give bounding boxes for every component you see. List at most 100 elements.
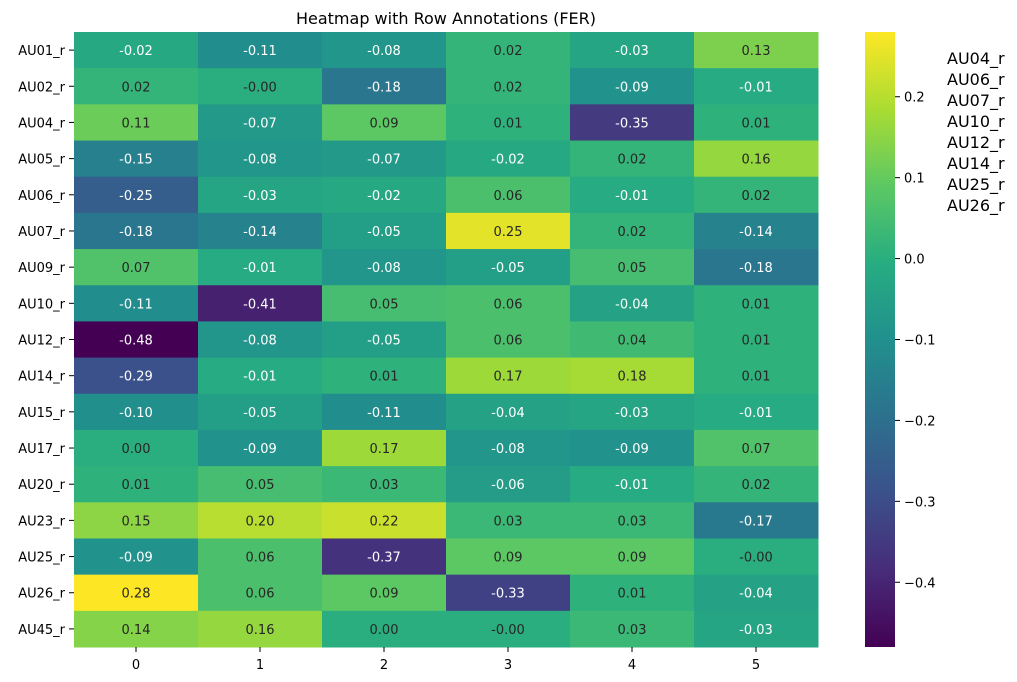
cell-value-label: -0.00 xyxy=(739,551,773,566)
cell-value-label: 0.02 xyxy=(618,225,647,240)
heatmap-cell xyxy=(74,285,199,322)
heatmap-cell xyxy=(446,393,571,431)
heatmap-cell xyxy=(74,249,199,286)
heatmap-cell xyxy=(322,68,447,105)
cell-value-label: 0.28 xyxy=(122,587,151,602)
heatmap-cell xyxy=(74,140,199,178)
x-tick-label: 4 xyxy=(628,658,636,673)
cell-value-label: -0.18 xyxy=(367,80,401,95)
cell-value-label: 0.05 xyxy=(370,297,399,312)
heatmap-cell xyxy=(198,429,323,467)
cell-value-label: -0.03 xyxy=(243,189,277,204)
heatmap-cell xyxy=(198,249,323,286)
y-tick-label: AU20_r xyxy=(18,478,65,493)
cell-value-label: -0.09 xyxy=(615,442,649,457)
cell-value-label: -0.01 xyxy=(739,406,773,421)
row-annotation-item: AU12_r xyxy=(947,133,1005,152)
cell-value-label: 0.25 xyxy=(494,225,523,240)
heatmap-cell xyxy=(694,176,819,214)
cell-value-label: 0.06 xyxy=(494,189,523,204)
cell-value-label: 0.02 xyxy=(742,189,771,204)
heatmap-cell xyxy=(694,212,819,250)
cell-value-label: 0.03 xyxy=(370,478,399,493)
cell-value-label: -0.01 xyxy=(739,80,773,95)
heatmap-cell xyxy=(322,574,447,612)
y-tick-label: AU23_r xyxy=(18,514,65,529)
heatmap-cell xyxy=(694,68,819,105)
colorbar-ticks: −0.4 −0.3 −0.2 −0.1 0.0 0.1 0.2 xyxy=(895,91,936,591)
cell-value-label: 0.01 xyxy=(494,116,523,131)
cell-value-label: -0.01 xyxy=(615,478,649,493)
cell-value-label: -0.08 xyxy=(367,261,401,276)
heatmap-cell xyxy=(570,32,695,69)
heatmap-cell xyxy=(570,68,695,105)
cell-value-label: 0.03 xyxy=(494,514,523,529)
cell-value-label: 0.17 xyxy=(370,442,399,457)
cell-value-label: -0.37 xyxy=(367,551,401,566)
cell-value-label: 0.15 xyxy=(122,514,151,529)
heatmap-cell xyxy=(694,32,819,69)
heatmap-cell xyxy=(198,538,323,576)
heatmap-cell xyxy=(694,357,819,395)
heatmap-cell xyxy=(570,466,695,503)
heatmap-cell xyxy=(74,104,199,142)
cell-value-label: 0.16 xyxy=(742,153,771,168)
x-tick-label: 5 xyxy=(752,658,760,673)
heatmap-cell xyxy=(694,429,819,467)
cell-value-label: -0.17 xyxy=(739,514,773,529)
heatmap-cell xyxy=(446,574,571,612)
heatmap-cell xyxy=(570,140,695,178)
heatmap-cell xyxy=(322,32,447,69)
heatmap-cell xyxy=(570,574,695,612)
heatmap-cell xyxy=(322,212,447,250)
heatmap-cell xyxy=(570,104,695,142)
heatmap-cell xyxy=(322,429,447,467)
row-annotation-item: AU25_r xyxy=(947,175,1005,194)
cell-value-label: -0.08 xyxy=(243,334,277,349)
heatmap-cell xyxy=(694,104,819,142)
heatmap-cell xyxy=(198,321,323,359)
colorbar xyxy=(865,32,895,647)
heatmap-cell xyxy=(446,610,571,648)
cell-value-label: -0.04 xyxy=(491,406,525,421)
cell-value-label: 0.22 xyxy=(370,514,399,529)
y-tick-label: AU14_r xyxy=(18,370,65,385)
cell-value-label: -0.10 xyxy=(119,406,153,421)
heatmap-cell xyxy=(74,32,199,69)
heatmap-cell xyxy=(198,104,323,142)
heatmap-cell xyxy=(446,538,571,576)
cell-value-label: 0.02 xyxy=(122,80,151,95)
heatmap-cell xyxy=(322,140,447,178)
cell-value-label: 0.02 xyxy=(494,80,523,95)
cell-value-label: -0.25 xyxy=(119,189,153,204)
heatmap-cell xyxy=(570,249,695,286)
heatmap-cell xyxy=(74,68,199,105)
cell-value-label: -0.02 xyxy=(491,153,525,168)
cell-value-label: -0.09 xyxy=(243,442,277,457)
cell-value-label: 0.17 xyxy=(494,370,523,385)
y-tick-label: AU25_r xyxy=(18,551,65,566)
cell-value-label: 0.09 xyxy=(618,551,647,566)
cell-value-label: 0.01 xyxy=(742,334,771,349)
x-axis: 0 1 2 3 4 5 xyxy=(132,647,760,673)
cell-value-label: -0.14 xyxy=(739,225,773,240)
heatmap-cell xyxy=(446,176,571,214)
x-tick-label: 1 xyxy=(256,658,264,673)
cell-value-label: -0.35 xyxy=(615,116,649,131)
heatmap-cell xyxy=(570,393,695,431)
colorbar-tick-label: 0.1 xyxy=(904,172,925,187)
heatmap-cell xyxy=(198,466,323,503)
row-annotation-item: AU06_r xyxy=(947,70,1005,89)
cell-value-label: -0.15 xyxy=(119,153,153,168)
heatmap-cell xyxy=(322,393,447,431)
heatmap-cell xyxy=(322,502,447,539)
cell-value-label: 0.06 xyxy=(246,587,275,602)
y-tick-label: AU26_r xyxy=(18,587,65,602)
heatmap-cell xyxy=(74,212,199,250)
heatmap-cell xyxy=(570,212,695,250)
cell-value-label: -0.03 xyxy=(615,406,649,421)
heatmap-cell xyxy=(74,538,199,576)
heatmap-cell xyxy=(446,104,571,142)
heatmap-cell xyxy=(322,285,447,322)
